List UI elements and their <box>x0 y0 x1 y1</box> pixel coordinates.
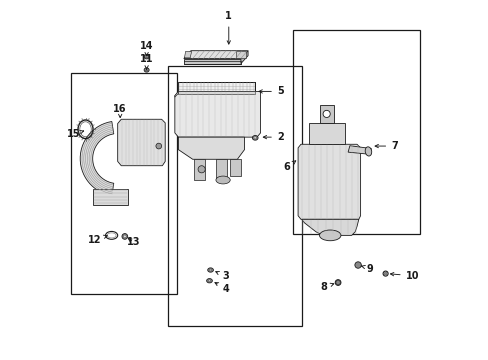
Ellipse shape <box>206 279 212 283</box>
Polygon shape <box>184 51 191 58</box>
Polygon shape <box>241 51 247 64</box>
Ellipse shape <box>208 280 210 282</box>
Ellipse shape <box>209 269 211 271</box>
Ellipse shape <box>365 147 371 156</box>
Ellipse shape <box>319 230 340 241</box>
Text: 10: 10 <box>389 271 418 281</box>
Text: 11: 11 <box>140 54 153 69</box>
Polygon shape <box>178 137 244 159</box>
Polygon shape <box>347 146 370 154</box>
Text: 16: 16 <box>113 104 127 118</box>
Circle shape <box>123 235 126 238</box>
Polygon shape <box>183 59 241 64</box>
Circle shape <box>335 280 340 285</box>
Ellipse shape <box>144 55 149 59</box>
Ellipse shape <box>216 176 230 184</box>
Text: 3: 3 <box>215 271 229 282</box>
Text: 15: 15 <box>67 129 83 139</box>
Circle shape <box>156 143 162 149</box>
Polygon shape <box>319 105 333 123</box>
Bar <box>71 73 176 294</box>
Polygon shape <box>175 91 260 137</box>
Ellipse shape <box>252 135 258 140</box>
Polygon shape <box>93 189 128 205</box>
Text: 8: 8 <box>320 282 333 292</box>
Circle shape <box>384 272 386 275</box>
Text: 5: 5 <box>259 86 283 96</box>
Circle shape <box>122 234 127 239</box>
Ellipse shape <box>335 280 340 285</box>
Text: 7: 7 <box>374 141 397 151</box>
Text: 2: 2 <box>263 132 283 142</box>
Polygon shape <box>178 91 255 94</box>
Ellipse shape <box>253 137 256 139</box>
Polygon shape <box>216 159 226 180</box>
Polygon shape <box>175 91 178 97</box>
Ellipse shape <box>207 268 213 272</box>
Text: 6: 6 <box>283 161 295 172</box>
Bar <box>167 66 301 327</box>
Polygon shape <box>183 51 247 59</box>
Polygon shape <box>194 159 205 180</box>
Polygon shape <box>230 159 241 176</box>
Text: 13: 13 <box>127 237 140 247</box>
Text: 1: 1 <box>225 12 232 44</box>
Circle shape <box>198 166 205 173</box>
Ellipse shape <box>144 68 149 72</box>
Polygon shape <box>308 123 344 144</box>
Circle shape <box>354 262 361 268</box>
Polygon shape <box>118 119 165 166</box>
Bar <box>292 30 419 234</box>
Polygon shape <box>298 144 360 219</box>
Polygon shape <box>301 219 358 235</box>
Text: 9: 9 <box>361 264 373 274</box>
Polygon shape <box>80 122 114 195</box>
Text: 4: 4 <box>215 283 229 294</box>
Circle shape <box>323 111 329 117</box>
Polygon shape <box>178 82 255 91</box>
Text: 12: 12 <box>87 235 107 245</box>
Text: 14: 14 <box>140 41 153 56</box>
Polygon shape <box>235 51 246 58</box>
